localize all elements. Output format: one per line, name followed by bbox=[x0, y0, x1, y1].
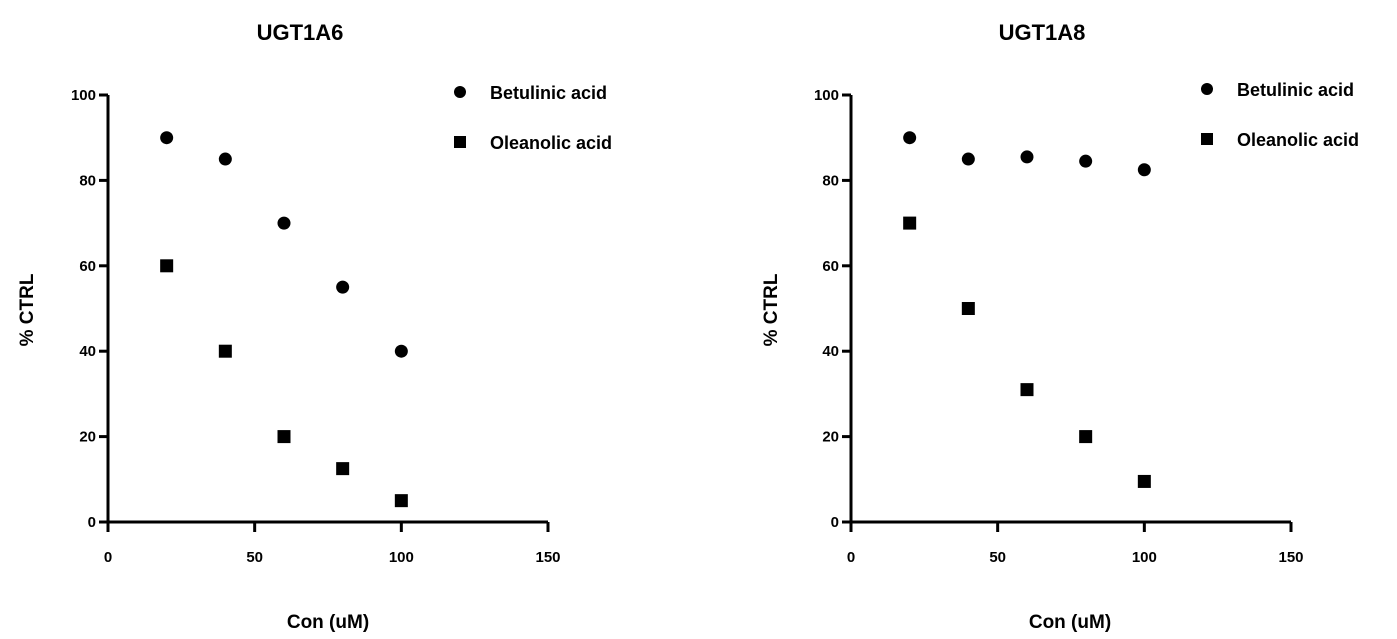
legend-label: Betulinic acid bbox=[1237, 80, 1354, 100]
data-point-square bbox=[160, 259, 174, 273]
plot-area: 0 50 100 150 0 20 40 60 80 100 bbox=[814, 87, 1304, 566]
data-point-square bbox=[1079, 430, 1093, 444]
data-point-circle bbox=[1020, 150, 1034, 164]
y-tick-label: 100 bbox=[71, 87, 96, 104]
data-point-circle bbox=[394, 344, 408, 358]
x-axis-label: Con (uM) bbox=[287, 612, 369, 633]
y-tick-label: 60 bbox=[79, 258, 96, 275]
y-tick-label: 20 bbox=[822, 429, 839, 446]
y-tick-label: 20 bbox=[79, 429, 96, 446]
data-point-circle bbox=[903, 131, 917, 145]
legend: Betulinic acid Oleanolic acid bbox=[454, 83, 612, 153]
data-point-square bbox=[394, 494, 408, 508]
chart-panel-ugt1a8: UGT1A8 Con (uM) % CTRL 0 50 100 150 0 20 40 60 8… bbox=[761, 20, 1359, 633]
data-point-square bbox=[903, 216, 917, 230]
data-point-circle bbox=[336, 280, 350, 294]
chart-title: UGT1A8 bbox=[999, 20, 1086, 45]
data-point-square bbox=[961, 302, 975, 315]
y-tick-label: 80 bbox=[822, 172, 839, 189]
data-point-circle bbox=[961, 152, 975, 166]
data-point-circle bbox=[218, 152, 232, 166]
data-point-square bbox=[1020, 383, 1034, 397]
chart-title: UGT1A6 bbox=[257, 20, 344, 45]
legend-marker-square bbox=[454, 136, 466, 148]
legend-marker-square bbox=[1201, 133, 1213, 145]
y-tick-label: 80 bbox=[79, 172, 96, 189]
legend-label: Oleanolic acid bbox=[490, 133, 612, 153]
data-point-circle bbox=[1079, 154, 1093, 168]
legend-marker-circle bbox=[1201, 83, 1213, 95]
y-tick-label: 60 bbox=[822, 258, 839, 275]
y-tick-label: 40 bbox=[822, 343, 839, 360]
data-point-square bbox=[336, 462, 350, 476]
x-tick-label: 0 bbox=[847, 549, 855, 566]
x-tick-label: 0 bbox=[104, 549, 112, 566]
y-tick-label: 40 bbox=[79, 343, 96, 360]
x-tick-label: 100 bbox=[1132, 549, 1157, 566]
data-point-square bbox=[218, 344, 232, 358]
data-point-circle bbox=[160, 131, 174, 145]
y-tick-label: 0 bbox=[88, 514, 96, 531]
y-tick-label: 0 bbox=[831, 514, 839, 531]
data-point-square bbox=[277, 430, 291, 444]
data-point-square bbox=[1137, 474, 1151, 488]
chart-panel-ugt1a6: UGT1A6 Con (uM) % CTRL 0 50 100 150 0 20 40 60 8… bbox=[17, 20, 612, 633]
x-axis-label: Con (uM) bbox=[1029, 612, 1111, 633]
y-axis-label: % CTRL bbox=[17, 273, 38, 346]
y-axis-label: % CTRL bbox=[761, 273, 782, 346]
x-tick-label: 50 bbox=[989, 549, 1006, 566]
x-tick-label: 100 bbox=[389, 549, 414, 566]
y-tick-label: 100 bbox=[814, 87, 839, 104]
x-tick-label: 50 bbox=[246, 549, 263, 566]
legend-label: Betulinic acid bbox=[490, 83, 607, 103]
plot-area: 0 50 100 150 0 20 40 60 80 100 bbox=[71, 87, 561, 566]
legend: Betulinic acid Oleanolic acid bbox=[1201, 80, 1359, 150]
legend-marker-circle bbox=[454, 86, 466, 98]
legend-label: Oleanolic acid bbox=[1237, 130, 1359, 150]
data-point-circle bbox=[277, 216, 291, 230]
data-point-circle bbox=[1137, 163, 1151, 177]
x-tick-label: 150 bbox=[535, 549, 560, 566]
x-tick-label: 150 bbox=[1278, 549, 1303, 566]
